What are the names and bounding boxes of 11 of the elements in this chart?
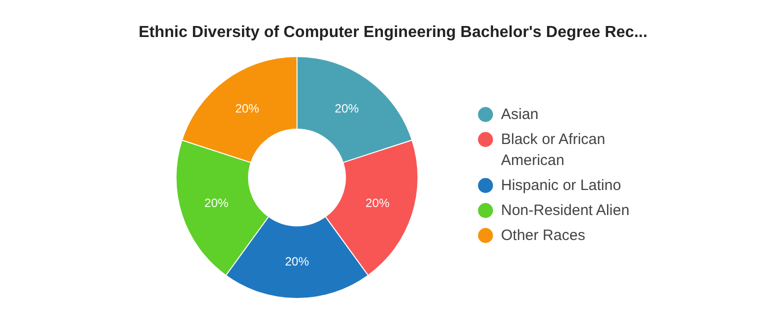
data-label: 20% — [204, 196, 229, 210]
legend-label: Black or African American — [501, 130, 606, 171]
data-label: 20% — [284, 254, 310, 269]
legend-label: Non-Resident Alien — [501, 201, 630, 221]
data-label: 20% — [235, 101, 260, 116]
legend-label: Asian — [501, 105, 539, 125]
legend-label: Hispanic or Latino — [501, 176, 622, 196]
chart-title: Ethnic Diversity of Computer Engineering Bachelor's Degree Rec... — [138, 24, 648, 42]
data-label: 20% — [366, 196, 390, 210]
legend-label: Other Races — [501, 226, 586, 246]
data-label: 20% — [334, 101, 360, 116]
